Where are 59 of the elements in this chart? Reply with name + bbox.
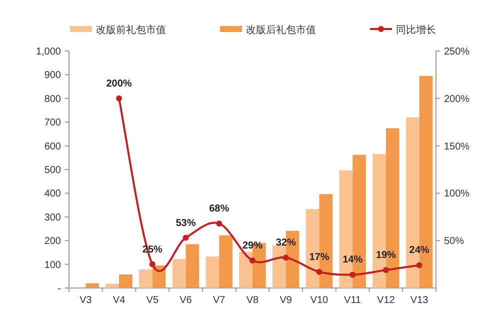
x-tick-label: V13	[410, 295, 429, 306]
point	[316, 268, 322, 275]
y2-tick-label: 100%	[444, 188, 470, 200]
data-label: 19%	[376, 250, 396, 261]
legend-label: 改版后礼包市值	[246, 24, 316, 36]
point	[216, 220, 222, 227]
x-tick-label: V7	[213, 295, 226, 306]
y2-tick-label: 250%	[444, 46, 470, 58]
y-tick-label: 700	[44, 118, 62, 129]
point	[416, 262, 422, 268]
data-label: 200%	[106, 78, 132, 90]
x-tick-label: V9	[280, 295, 292, 306]
x-tick-label: V8	[246, 295, 260, 306]
x-tick-label: V10	[310, 295, 329, 306]
data-label: 29%	[242, 240, 263, 252]
point	[250, 258, 256, 264]
point	[182, 234, 189, 241]
point	[149, 261, 156, 268]
x-tick-label: V3	[80, 295, 92, 306]
x-tick-label: V5	[146, 295, 159, 306]
y2-tick-label: 150%	[444, 141, 470, 152]
y-tick-label: 800	[44, 94, 62, 105]
y2-tick-label: 50%	[444, 236, 464, 248]
bar	[106, 284, 120, 288]
data-label: 53%	[176, 218, 196, 229]
x-tick-label: V11	[344, 295, 362, 306]
legend-label: 同比增长	[396, 24, 436, 36]
bar	[206, 256, 220, 288]
y-tick-label: 500	[44, 165, 62, 176]
legend-label: 改版前礼包市值	[96, 24, 166, 36]
x-tick-label: V12	[377, 295, 396, 306]
bar	[219, 235, 232, 288]
bar	[239, 252, 252, 288]
x-tick-label: V4	[112, 295, 126, 306]
y-tick-label: 400	[44, 188, 62, 200]
y-tick-label: 100	[44, 260, 62, 271]
data-label: 68%	[209, 204, 230, 215]
y-tick-label: 200	[44, 236, 62, 248]
data-label: 14%	[342, 254, 363, 266]
point	[382, 266, 389, 273]
point	[116, 95, 122, 102]
y-tick-label: 1,000	[36, 46, 62, 58]
data-label: 24%	[409, 245, 430, 256]
y-tick-label: 600	[44, 141, 62, 152]
bar	[186, 244, 200, 288]
y-tick-label: 900	[44, 70, 62, 82]
data-label: 32%	[276, 238, 296, 249]
data-label: 17%	[309, 252, 330, 263]
point	[350, 272, 356, 278]
y-tick-label: 300	[44, 212, 62, 224]
y-tick-label: -	[58, 284, 61, 294]
y2-tick-label: 200%	[444, 94, 470, 105]
bar	[119, 274, 132, 288]
bar	[272, 245, 286, 288]
point	[282, 254, 289, 261]
bar	[172, 259, 186, 288]
x-tick-label: V6	[180, 295, 192, 306]
bar	[139, 270, 152, 288]
bar	[86, 283, 100, 288]
